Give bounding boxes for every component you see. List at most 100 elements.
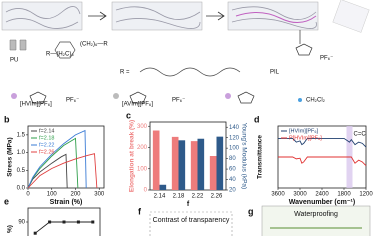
panel-box [149,211,233,236]
x-tick-label: 3000 [293,192,307,198]
pil-structure [295,30,313,56]
imidazolium [29,91,255,104]
pil-label: PIL [270,70,280,76]
x-tick-label: 1800 [337,192,351,198]
marker [33,231,37,235]
y-tick-label: 100 [137,166,148,172]
y2-tick-label: 140 [229,125,240,131]
schematic: PU R—(H₂C)₆ (CH₂)₆—R R = PIL PF₆⁻ [HVIm]… [1,0,370,108]
y-axis-label: Stress (MPa) [7,137,14,176]
marker [62,220,66,224]
film-icon [332,0,370,33]
series-line [34,221,93,234]
y2-tick-label: 60 [229,167,236,173]
ion-icon [225,93,231,99]
x-tick-label: 300 [94,192,105,198]
panel-label: f [138,206,142,216]
x-tick-label: 200 [70,192,81,198]
y-axis-label: Transmittance [257,135,264,179]
series-line [278,156,367,166]
x-axis-label: Wavenumber (cm⁻¹) [289,199,355,206]
y-axis-label: %) [7,225,14,233]
legend-label: [HVIm][PF₆] [289,128,319,134]
x-axis-label: f [187,201,190,208]
x-tick-label: 1200 [359,192,373,198]
pu-icon [9,39,27,51]
annotation: C=C [354,132,367,138]
y-tick-label: 90 [18,220,25,226]
y2-tick-label: 40 [229,177,236,183]
series-line [27,153,68,189]
network-box [227,1,319,31]
series-line [278,137,367,148]
bar [159,184,167,190]
y2-tick-label: 20 [229,188,236,194]
legend-label: f=2.22 [39,142,54,148]
solvent-label: CH₂Cl₂ [306,98,326,104]
network-box [111,1,203,31]
panel-title: Contrast of transparency [153,217,230,224]
chain-label: R—(H₂C)₆ [46,52,74,58]
y-axis-label: Elongation at break (%) [129,120,136,192]
marker [76,220,80,224]
x-tick-label: 100 [47,192,58,198]
y2-tick-label: 120 [229,135,240,141]
marker [91,220,95,224]
hvim-label: [HVIm][PF₆] [20,102,52,108]
y-tick-label: 0 [144,188,148,194]
avim-label: [AVIm][PF₆] [122,102,153,108]
y-tick-label: 300 [137,124,148,130]
series-line [27,153,98,189]
panel-label: d [254,114,260,124]
panel-label: c [126,110,131,120]
legend-label: f=2.26 [39,149,54,155]
marker [48,220,52,224]
plot-frame [149,121,227,191]
y-tick-label: 1.0 [17,150,26,156]
bar [209,156,217,190]
chain [139,67,241,77]
y2-axis-label: Young's Modulus (kPa) [240,123,247,189]
y-tick-label: 200 [137,145,148,151]
chain-label: (CH₂)₆—R [80,42,108,48]
anion-label: PF₆⁻ [66,98,79,104]
bar [197,138,205,190]
plot-frame [27,125,105,189]
x-tick-label: 2.22 [192,194,204,200]
r-label: R = [120,70,130,76]
bar [216,136,224,190]
bar [190,141,198,190]
ion-icon [113,93,119,99]
pu-label: PU [10,58,18,64]
anion-label: PF₆⁻ [320,56,333,62]
ion-icon [11,93,17,99]
y2-tick-label: 100 [229,146,240,152]
arrow [88,11,225,21]
x-tick-label: 2.26 [211,194,223,200]
bar [171,136,179,190]
y-tick-label: 0.5 [17,168,26,174]
anion-label: PF₆⁻ [172,98,185,104]
chains [5,6,317,29]
legend-label: P[HVIm][PF₆] [289,135,322,141]
panel-label: g [248,206,254,216]
x-axis-label: Strain (%) [50,199,83,206]
bar [152,130,160,190]
x-tick-label: 0 [26,192,30,198]
legend-label: f=2.14 [39,128,54,134]
x-tick-label: 3600 [271,192,285,198]
x-tick-label: 2.18 [173,194,185,200]
panel-label: b [4,114,10,124]
y-tick-label: 1.5 [17,132,26,138]
plot-frame [27,207,101,236]
panel-box [261,205,371,236]
pil-chain [235,12,317,23]
y2-tick-label: 80 [229,156,236,162]
bar [178,140,186,190]
series-line [27,129,87,189]
legend-label: f=2.18 [39,135,54,141]
x-tick-label: 2.14 [154,194,166,200]
solvent-icon [298,98,302,102]
panel-label: e [4,196,9,206]
